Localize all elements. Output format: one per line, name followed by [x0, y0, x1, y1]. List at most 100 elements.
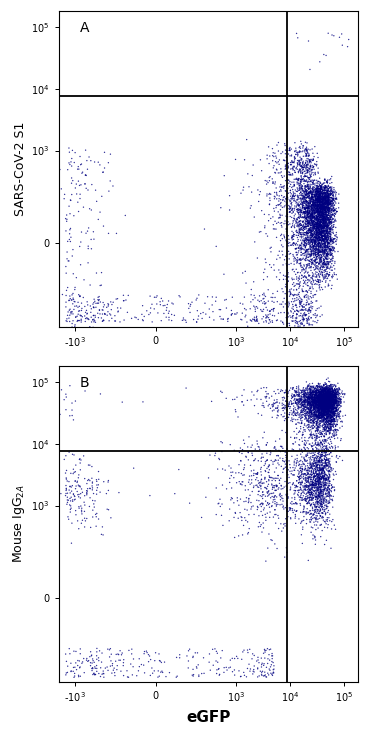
- Point: [314, 197, 320, 209]
- Point: [317, 397, 323, 409]
- Point: [310, 202, 315, 214]
- Point: [294, 204, 300, 216]
- Point: [309, 211, 315, 223]
- Point: [321, 493, 327, 505]
- Point: [271, 492, 277, 503]
- Point: [301, 301, 307, 313]
- Point: [147, 670, 153, 682]
- Point: [314, 183, 320, 195]
- Point: [311, 212, 317, 224]
- Point: [297, 253, 303, 265]
- Point: [327, 394, 333, 406]
- Point: [316, 229, 322, 241]
- Point: [278, 200, 284, 212]
- Point: [315, 187, 321, 199]
- Point: [320, 214, 325, 226]
- Point: [320, 191, 326, 202]
- Point: [308, 200, 314, 212]
- Point: [313, 230, 319, 242]
- Point: [63, 389, 69, 400]
- Point: [325, 401, 331, 413]
- Point: [294, 450, 300, 461]
- Point: [317, 452, 323, 464]
- Point: [318, 467, 324, 478]
- Point: [313, 199, 319, 210]
- Point: [321, 223, 327, 235]
- Point: [314, 498, 320, 509]
- Point: [291, 280, 297, 292]
- Point: [282, 155, 288, 166]
- Point: [298, 207, 304, 219]
- Point: [315, 399, 321, 411]
- Point: [294, 305, 300, 317]
- Point: [322, 385, 328, 397]
- Point: [329, 403, 335, 415]
- Point: [76, 469, 82, 481]
- Point: [316, 486, 322, 498]
- Point: [314, 416, 320, 428]
- Point: [287, 286, 293, 297]
- Point: [93, 301, 99, 313]
- Point: [319, 511, 325, 523]
- Point: [320, 197, 325, 208]
- Point: [303, 508, 309, 520]
- Point: [325, 394, 331, 406]
- Point: [314, 220, 320, 232]
- Point: [311, 402, 317, 414]
- Point: [331, 412, 337, 424]
- Point: [144, 647, 150, 659]
- Point: [307, 401, 313, 413]
- Point: [330, 386, 335, 398]
- Point: [328, 392, 334, 403]
- Point: [76, 289, 82, 300]
- Point: [285, 398, 291, 410]
- Point: [77, 643, 83, 655]
- Point: [69, 306, 75, 318]
- Point: [320, 392, 326, 403]
- Point: [318, 408, 324, 420]
- Point: [320, 235, 326, 247]
- Point: [265, 497, 271, 509]
- Point: [322, 461, 328, 473]
- Point: [304, 216, 310, 227]
- Point: [310, 410, 316, 422]
- Point: [332, 392, 338, 404]
- Point: [326, 390, 332, 402]
- Point: [294, 294, 300, 306]
- Point: [286, 299, 292, 311]
- Point: [266, 528, 272, 540]
- Point: [306, 185, 312, 197]
- Point: [317, 210, 323, 222]
- Point: [324, 230, 330, 241]
- Point: [325, 205, 331, 217]
- Point: [307, 205, 313, 217]
- Point: [335, 396, 341, 408]
- Point: [324, 415, 330, 427]
- Point: [321, 249, 327, 261]
- Point: [326, 467, 332, 479]
- Point: [307, 477, 313, 489]
- Point: [302, 223, 308, 235]
- Point: [327, 189, 333, 201]
- Point: [318, 233, 324, 245]
- Point: [301, 233, 307, 244]
- Point: [317, 390, 323, 402]
- Point: [301, 191, 307, 203]
- Point: [318, 212, 324, 224]
- Point: [318, 212, 324, 224]
- Point: [320, 487, 326, 499]
- Point: [328, 249, 334, 261]
- Point: [328, 250, 334, 261]
- Point: [317, 463, 323, 475]
- Point: [272, 193, 277, 205]
- Point: [321, 256, 327, 268]
- Point: [303, 193, 308, 205]
- Point: [324, 392, 330, 403]
- Point: [291, 498, 297, 509]
- Point: [304, 442, 310, 453]
- Point: [314, 386, 320, 398]
- Point: [316, 191, 322, 203]
- Point: [326, 404, 332, 416]
- Point: [319, 251, 325, 263]
- Point: [315, 425, 321, 437]
